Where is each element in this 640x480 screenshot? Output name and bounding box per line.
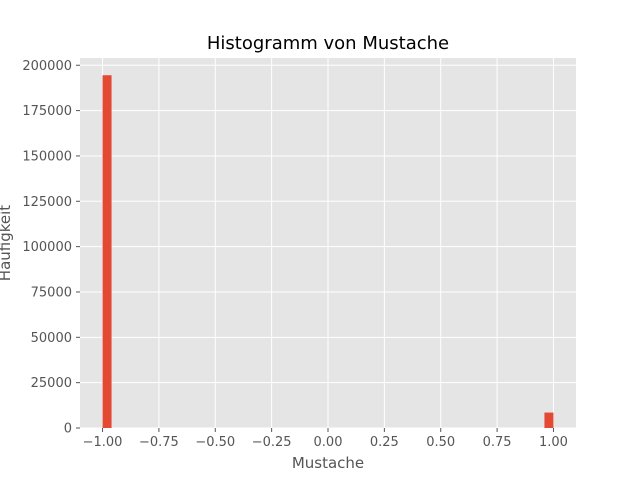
y-tick-label: 175000 bbox=[22, 104, 72, 119]
chart-title: Histogramm von Mustache bbox=[207, 33, 449, 54]
y-axis-ticks: 0 25000 50000 75000 100000 125000 150000 175000… bbox=[22, 59, 80, 437]
x-tick-label: −0.50 bbox=[195, 435, 235, 450]
histogram-bar bbox=[102, 75, 112, 428]
y-tick-label: 75000 bbox=[31, 285, 72, 300]
x-tick-label: 0.75 bbox=[483, 435, 512, 450]
x-axis-label: Mustache bbox=[292, 454, 364, 472]
x-axis-ticks: −1.00 −0.75 −0.50 −0.25 0.00 0.25 0.50 0.75 1.00 bbox=[83, 428, 568, 450]
x-tick-label: 0.00 bbox=[314, 435, 343, 450]
histogram-bars bbox=[102, 75, 554, 428]
x-tick-label: 0.25 bbox=[370, 435, 399, 450]
y-tick-label: 150000 bbox=[22, 149, 72, 164]
y-tick-label: 125000 bbox=[22, 195, 72, 210]
x-tick-label: −1.00 bbox=[83, 435, 123, 450]
y-axis-label: Häufigkeit bbox=[0, 205, 14, 281]
y-tick-label: 100000 bbox=[22, 240, 72, 255]
y-tick-label: 50000 bbox=[31, 331, 72, 346]
x-tick-label: 1.00 bbox=[539, 435, 568, 450]
x-tick-label: −0.75 bbox=[139, 435, 179, 450]
histogram-bar bbox=[544, 412, 554, 428]
y-tick-label: 0 bbox=[64, 422, 72, 437]
x-tick-label: 0.50 bbox=[426, 435, 455, 450]
y-tick-label: 25000 bbox=[31, 376, 72, 391]
x-tick-label: −0.25 bbox=[252, 435, 292, 450]
y-tick-label: 200000 bbox=[22, 59, 72, 74]
